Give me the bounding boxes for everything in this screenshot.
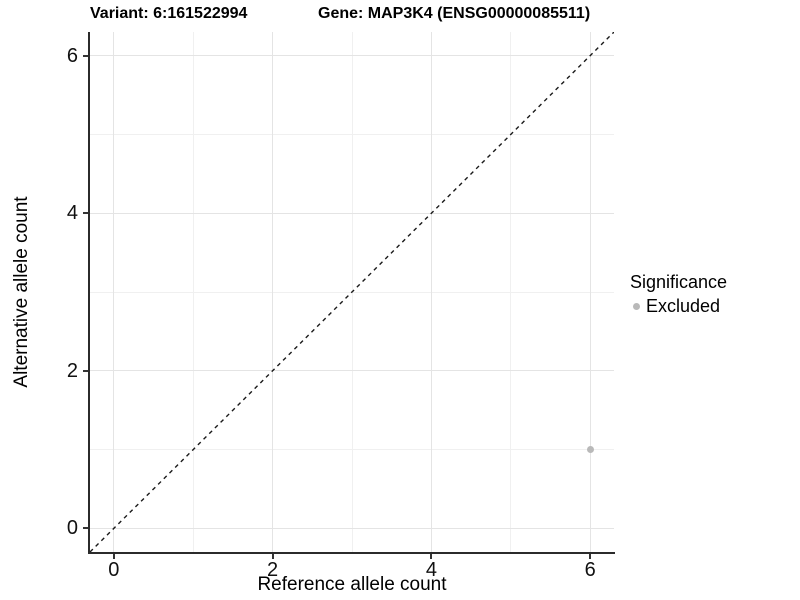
x-tick-label: 2 [267, 559, 279, 581]
grid-major-h [90, 370, 614, 372]
plot-title-variant: Variant: 6:161522994 [90, 5, 248, 22]
y-tick-label: 4 [66, 202, 78, 225]
grid-major-v [589, 32, 591, 552]
y-tick-label: 0 [66, 517, 78, 540]
y-tick [83, 369, 88, 372]
grid-minor-h [90, 449, 614, 451]
grid-major-v [113, 32, 115, 552]
x-tick [112, 554, 115, 559]
x-tick [430, 554, 433, 559]
y-tick [83, 54, 88, 57]
x-tick-label: 4 [425, 559, 437, 581]
y-tick [83, 212, 88, 215]
y-tick-label: 2 [66, 359, 78, 382]
plot-title-gene: Gene: MAP3K4 (ENSG00000085511) [318, 5, 591, 22]
excluded-point-marker-icon [633, 303, 640, 310]
y-tick-label: 6 [66, 44, 78, 67]
grid-major-h [90, 527, 614, 529]
legend: Significance Excluded [630, 272, 727, 317]
x-tick [589, 554, 592, 559]
data-point [586, 446, 594, 454]
x-tick-label: 0 [108, 559, 120, 581]
grid-major-v [272, 32, 274, 552]
plot-panel [90, 32, 614, 552]
x-tick [271, 554, 274, 559]
y-axis-title: Alternative allele count [11, 196, 32, 388]
legend-item-excluded: Excluded [630, 296, 727, 317]
grid-major-h [90, 55, 614, 57]
x-axis-title: Reference allele count [257, 574, 447, 595]
grid-minor-h [90, 133, 614, 135]
x-tick-label: 6 [584, 559, 596, 581]
grid-major-h [90, 212, 614, 214]
legend-item-label: Excluded [646, 296, 721, 316]
y-tick [83, 527, 88, 530]
identity-line [90, 32, 614, 552]
x-axis-line [88, 552, 615, 554]
legend-title: Significance [630, 272, 728, 292]
y-axis-line [88, 32, 90, 554]
grid-major-v [430, 32, 432, 552]
